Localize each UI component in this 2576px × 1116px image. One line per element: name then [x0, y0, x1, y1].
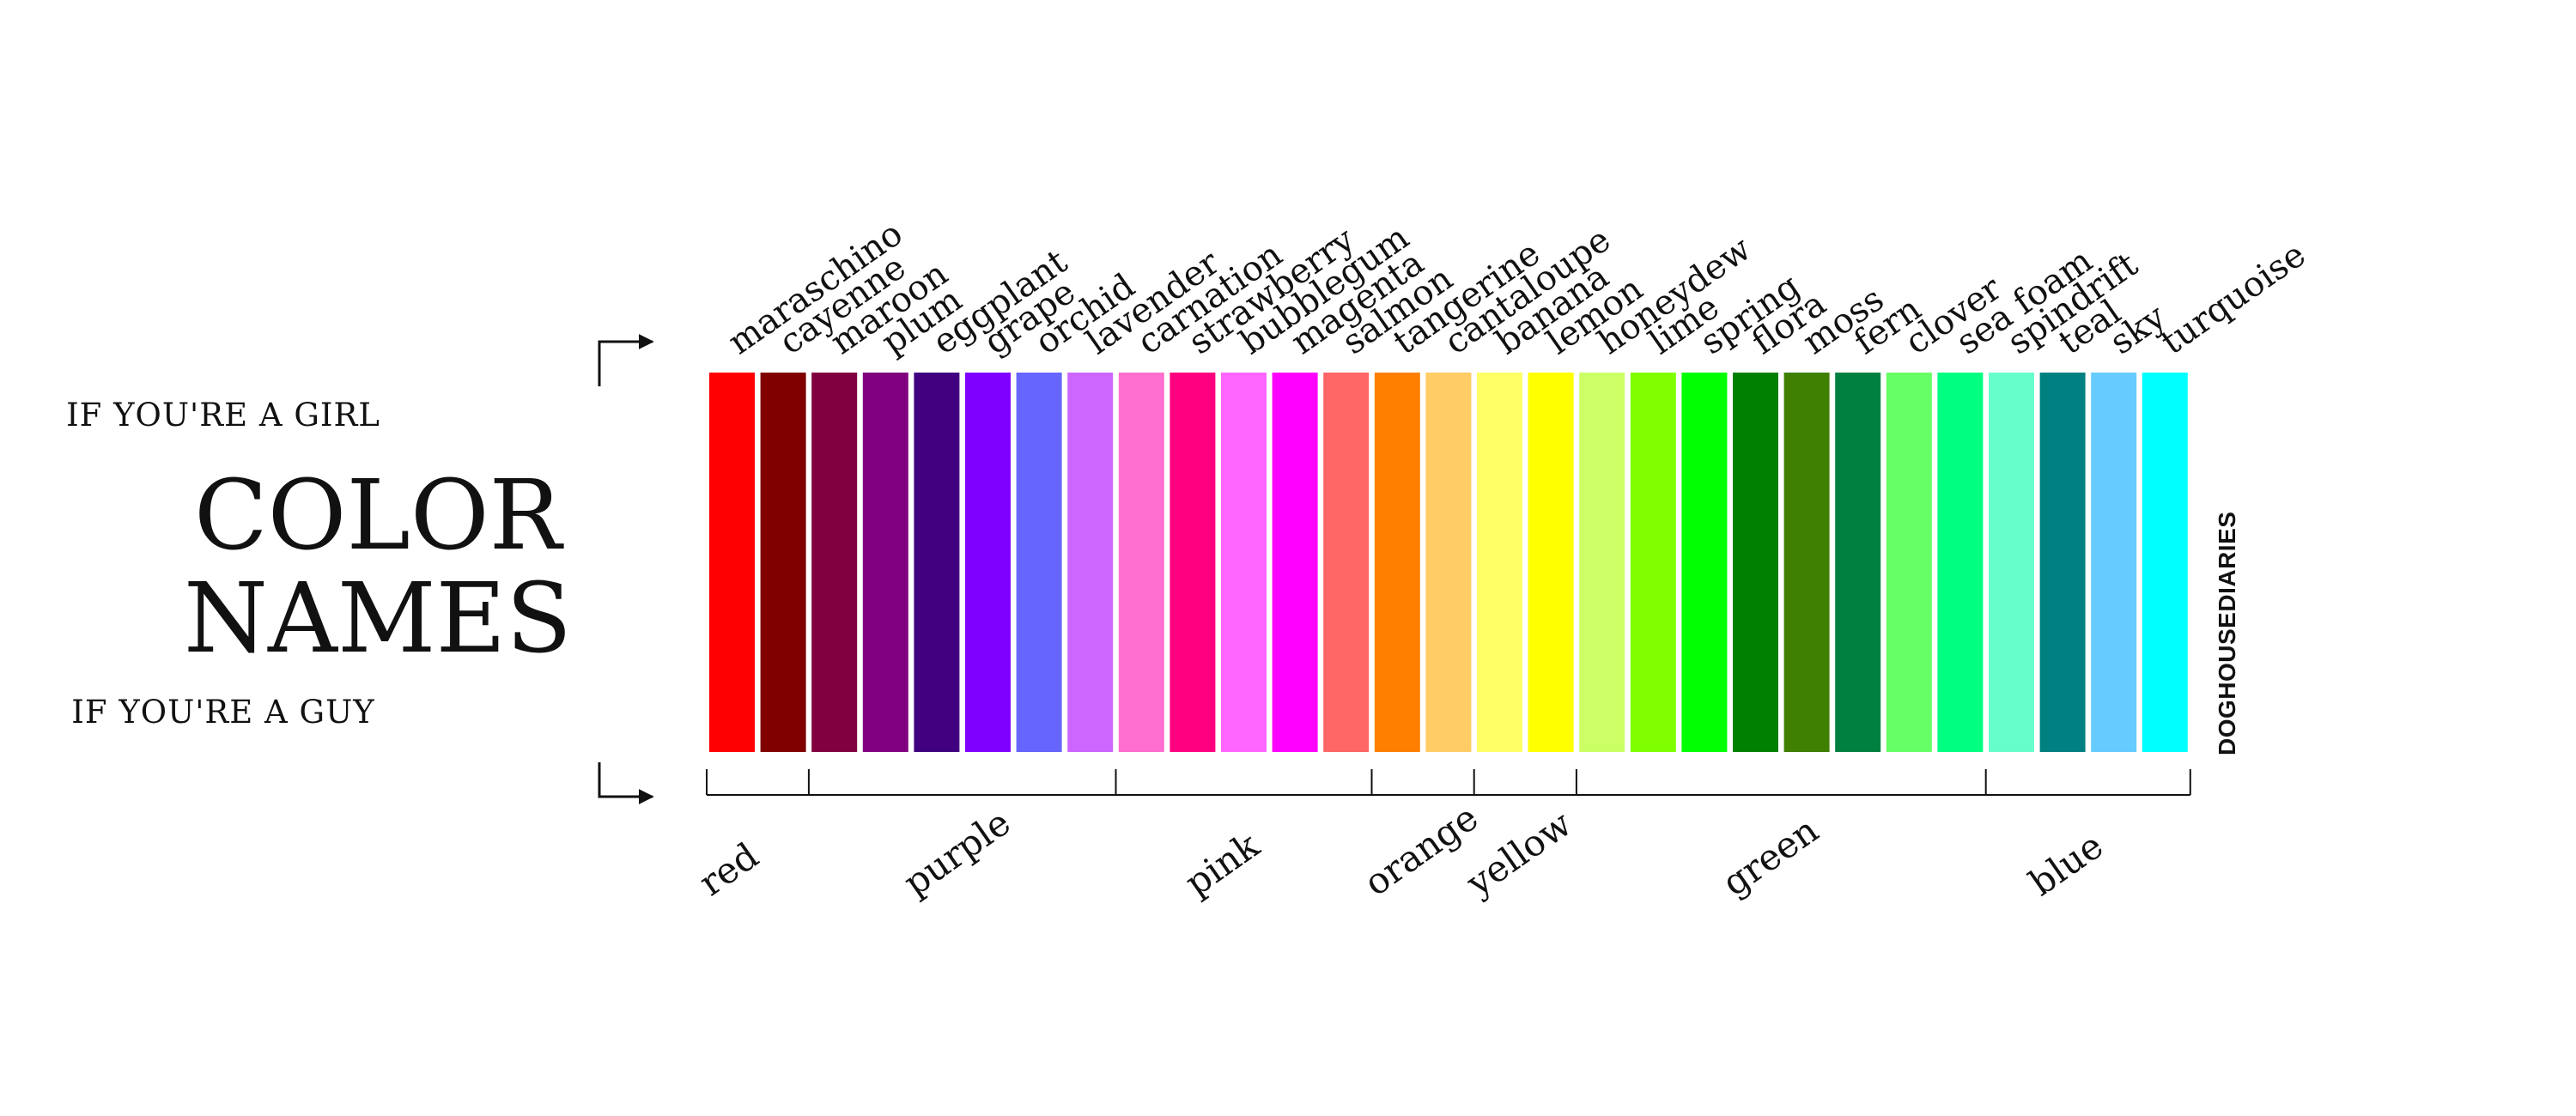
guy-group-brackets [706, 769, 2191, 796]
swatch-sea-foam [1937, 373, 1984, 752]
swatch-cantaloupe [1425, 373, 1472, 752]
swatch-fern [1835, 373, 1881, 752]
swatch-grape [965, 373, 1011, 752]
swatch-honeydew [1579, 373, 1625, 752]
girl-arrow-icon [598, 334, 654, 386]
swatch-strawberry [1170, 373, 1216, 752]
swatch-carnation [1118, 373, 1164, 752]
swatch-bubblegum [1221, 373, 1267, 752]
girl-name-turquoise: turquoise [2154, 235, 2313, 363]
guy-name-red: red [691, 834, 766, 904]
swatch-lime [1630, 373, 1676, 752]
guy-arrow-icon [598, 762, 654, 804]
swatch-banana [1477, 373, 1522, 752]
guy-name-green: green [1715, 809, 1826, 904]
swatch-clover [1886, 373, 1932, 752]
swatch-salmon [1323, 373, 1370, 752]
title-line-1: COLOR [193, 460, 562, 572]
swatch-plum [862, 373, 908, 752]
swatch-maraschino [709, 373, 755, 752]
girl-name-labels: maraschinocayennemaroonplumeggplantgrape… [721, 214, 2313, 362]
swatch-cayenne [760, 373, 806, 752]
swatch-group [709, 373, 2188, 752]
swatch-eggplant [914, 373, 960, 752]
guy-name-pink: pink [1177, 823, 1267, 904]
title-line-2: NAMES [183, 563, 573, 675]
swatch-lavender [1067, 373, 1114, 752]
credit-text: DOGHOUSEDIARIES [2214, 511, 2240, 755]
guy-label: IF YOU'RE A GUY [71, 694, 375, 731]
swatch-moss [1783, 373, 1830, 752]
swatch-tangerine [1374, 373, 1420, 752]
guy-name-purple: purple [896, 801, 1018, 904]
swatch-lemon [1528, 373, 1574, 752]
swatch-magenta [1272, 373, 1318, 752]
swatch-spring [1681, 373, 1728, 752]
guy-name-orange: orange [1357, 796, 1485, 904]
swatch-turquoise [2142, 373, 2188, 752]
swatch-maroon [811, 373, 858, 752]
guy-name-blue: blue [2021, 824, 2111, 904]
girl-label: IF YOU'RE A GIRL [66, 397, 380, 434]
swatch-spindrift [1989, 373, 2034, 752]
swatch-orchid [1016, 373, 1062, 752]
swatch-sky [2091, 373, 2137, 752]
swatch-teal [2039, 373, 2086, 752]
swatch-flora [1733, 373, 1778, 752]
